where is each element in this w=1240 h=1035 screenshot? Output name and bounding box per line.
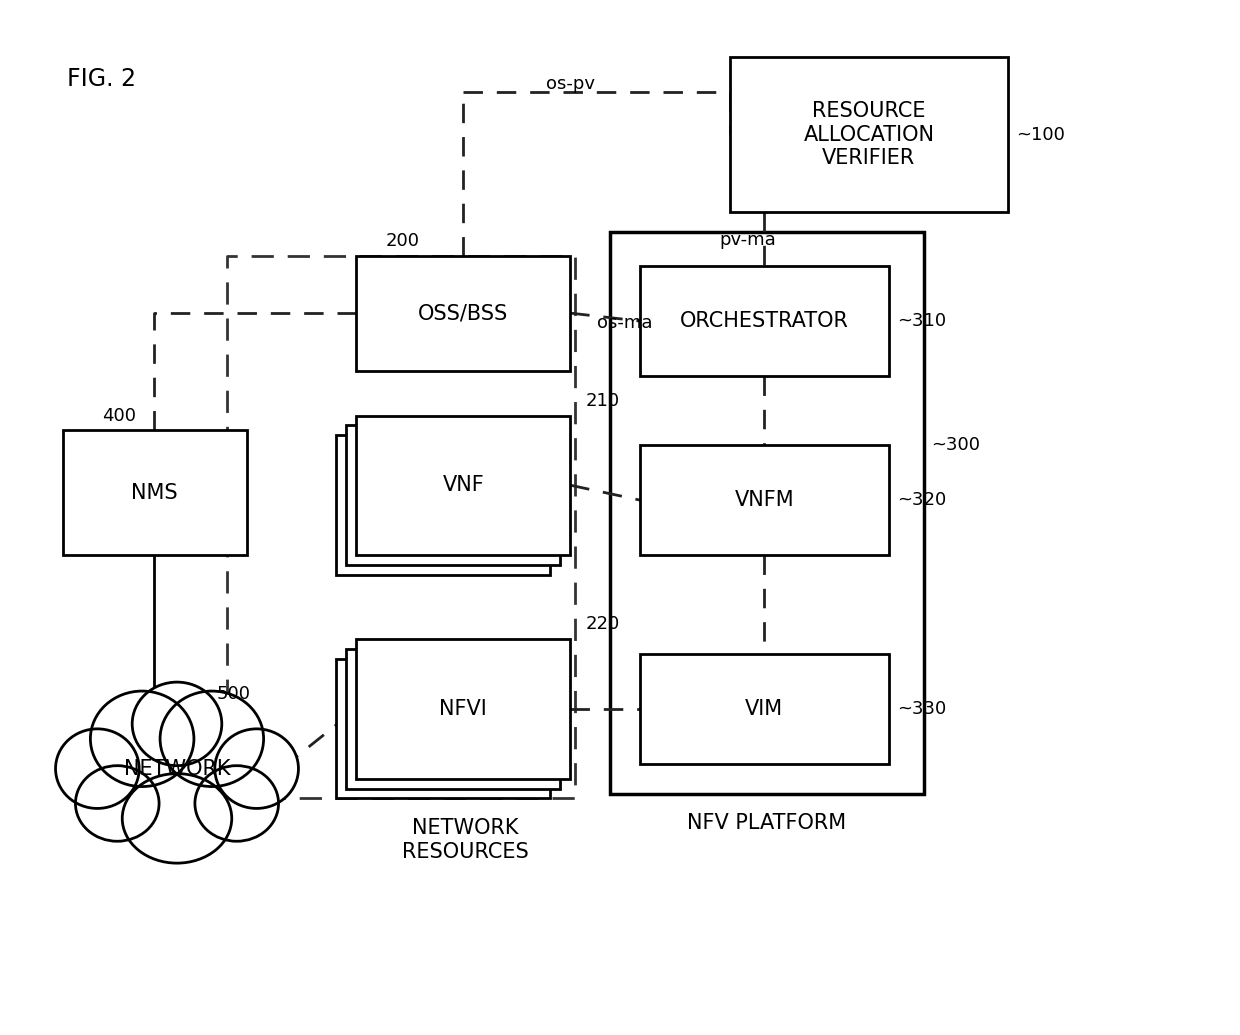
Text: 500: 500 bbox=[217, 685, 250, 703]
Ellipse shape bbox=[160, 691, 264, 787]
Text: OSS/BSS: OSS/BSS bbox=[418, 303, 508, 324]
Text: pv-ma: pv-ma bbox=[719, 231, 776, 248]
Ellipse shape bbox=[215, 729, 299, 808]
Text: 220: 220 bbox=[585, 616, 620, 633]
Text: VNF: VNF bbox=[443, 475, 484, 495]
Ellipse shape bbox=[76, 766, 159, 841]
FancyBboxPatch shape bbox=[62, 431, 247, 555]
Text: ~300: ~300 bbox=[931, 436, 981, 454]
Text: NETWORK: NETWORK bbox=[124, 759, 231, 778]
FancyBboxPatch shape bbox=[640, 445, 889, 555]
Text: ~320: ~320 bbox=[897, 491, 946, 509]
Text: NMS: NMS bbox=[131, 482, 177, 503]
FancyBboxPatch shape bbox=[346, 425, 560, 565]
FancyBboxPatch shape bbox=[640, 654, 889, 764]
Text: ~100: ~100 bbox=[1017, 125, 1065, 144]
Text: NFVI: NFVI bbox=[439, 699, 487, 719]
FancyBboxPatch shape bbox=[356, 415, 570, 555]
Text: ~330: ~330 bbox=[897, 700, 946, 718]
Ellipse shape bbox=[195, 766, 279, 841]
FancyBboxPatch shape bbox=[356, 257, 570, 371]
Text: ~310: ~310 bbox=[897, 313, 946, 330]
Text: ORCHESTRATOR: ORCHESTRATOR bbox=[680, 312, 849, 331]
FancyBboxPatch shape bbox=[729, 58, 1008, 211]
Ellipse shape bbox=[56, 729, 139, 808]
FancyBboxPatch shape bbox=[336, 659, 551, 798]
FancyBboxPatch shape bbox=[356, 640, 570, 778]
Text: 400: 400 bbox=[103, 407, 136, 424]
Ellipse shape bbox=[91, 691, 193, 787]
Text: os-pv: os-pv bbox=[546, 76, 595, 93]
Text: VNFM: VNFM bbox=[734, 491, 794, 510]
Text: FIG. 2: FIG. 2 bbox=[67, 67, 136, 91]
Text: VIM: VIM bbox=[745, 699, 784, 719]
Text: 210: 210 bbox=[585, 391, 619, 410]
Ellipse shape bbox=[133, 682, 222, 766]
Text: os-ma: os-ma bbox=[598, 314, 652, 332]
FancyBboxPatch shape bbox=[346, 649, 560, 789]
Text: RESOURCE
ALLOCATION
VERIFIER: RESOURCE ALLOCATION VERIFIER bbox=[804, 101, 935, 168]
FancyBboxPatch shape bbox=[610, 232, 924, 794]
FancyBboxPatch shape bbox=[640, 266, 889, 376]
Text: NETWORK
RESOURCES: NETWORK RESOURCES bbox=[402, 819, 529, 861]
Text: 200: 200 bbox=[386, 233, 420, 250]
Text: NFV PLATFORM: NFV PLATFORM bbox=[687, 814, 847, 833]
Ellipse shape bbox=[123, 773, 232, 863]
FancyBboxPatch shape bbox=[336, 436, 551, 574]
